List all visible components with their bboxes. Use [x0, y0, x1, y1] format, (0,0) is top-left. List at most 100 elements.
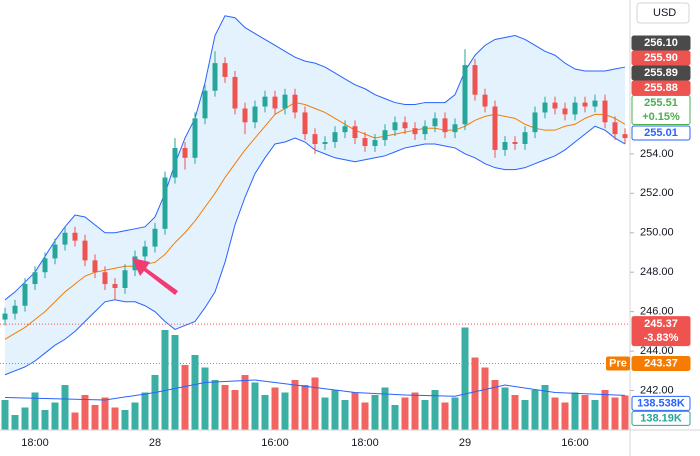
candle-body — [152, 228, 158, 247]
candle-body — [72, 232, 78, 241]
volume-bar — [371, 395, 379, 430]
candle-body — [102, 272, 108, 285]
volume-bar — [211, 380, 219, 430]
candle-body — [32, 272, 38, 285]
currency-button[interactable] — [636, 2, 690, 24]
currency: USD — [653, 7, 676, 19]
candle-body — [352, 126, 358, 139]
band-middle — [4, 102, 626, 340]
volume-badge — [631, 410, 691, 426]
candle-body — [92, 260, 98, 273]
volume-bar — [231, 390, 239, 430]
volume-bar — [51, 402, 59, 430]
volume-bar — [221, 385, 229, 430]
volume-bar — [331, 390, 339, 430]
candle-body — [412, 128, 418, 135]
candle-body — [362, 138, 368, 146]
volume-bar — [391, 405, 399, 430]
volume-bar — [281, 392, 289, 430]
volume-bar — [181, 365, 189, 430]
volume-bar — [291, 380, 299, 430]
candle-body — [602, 100, 608, 123]
candle-body — [572, 102, 578, 115]
volume-bar — [431, 390, 439, 430]
volume-bar — [511, 395, 519, 430]
candle-body — [492, 106, 498, 150]
candle-body — [232, 76, 238, 109]
volume-bar — [541, 385, 549, 430]
volume-bar — [621, 395, 629, 430]
volume-bar — [191, 355, 199, 430]
candle-body — [452, 124, 458, 133]
candle-body — [592, 100, 598, 107]
candle-body — [372, 140, 378, 146]
candle-body — [322, 142, 328, 144]
candle-body — [112, 284, 118, 288]
volume-bar — [271, 387, 279, 430]
candle-body — [122, 270, 128, 288]
premarket-badge — [631, 356, 691, 372]
session-label: 245.37 — [644, 318, 678, 330]
volume-bar — [561, 402, 569, 430]
band-upper — [4, 15, 626, 301]
volume-bar — [111, 407, 119, 430]
volume-bar — [91, 405, 99, 430]
candle-body — [442, 118, 448, 133]
volume-bar — [311, 377, 319, 430]
candle-body — [402, 122, 408, 129]
volume-bar — [571, 392, 579, 430]
candle-body — [502, 142, 508, 150]
volume-bar — [601, 390, 609, 430]
candle-body — [472, 65, 478, 95]
candle-body — [142, 246, 148, 257]
x-tick-label: 18:00 — [351, 437, 379, 449]
volume-bar — [501, 387, 509, 430]
candle-body — [382, 130, 388, 141]
volume-label: 138.538K — [637, 397, 685, 409]
price-label: 255.90 — [644, 52, 678, 64]
volume-bar — [61, 385, 69, 430]
plot-area — [0, 15, 630, 430]
x-tick-label: 16:00 — [261, 437, 289, 449]
volume-bar — [341, 400, 349, 430]
volume-bar — [441, 402, 449, 430]
candle-body — [242, 108, 248, 123]
volume-label: 138.19K — [640, 412, 682, 424]
volume-bar — [521, 400, 529, 430]
x-tick-label: 28 — [149, 437, 161, 449]
volume-bar — [531, 390, 539, 430]
candle-body — [262, 96, 268, 107]
candle-body — [622, 134, 628, 139]
candle-body — [292, 94, 298, 113]
candle-body — [172, 147, 178, 178]
volume-bar — [101, 397, 109, 430]
candle-body — [392, 122, 398, 131]
y-tick-label: 244.00 — [640, 345, 674, 357]
candle-body — [2, 313, 8, 320]
volume-bar — [141, 392, 149, 430]
candle-body — [182, 147, 188, 158]
candle-body — [302, 112, 308, 135]
candle-body — [162, 177, 168, 229]
band-fill — [5, 15, 625, 375]
volume-bar — [581, 395, 589, 430]
volume-bar — [301, 385, 309, 430]
volume-bar — [591, 400, 599, 430]
candle-body — [532, 112, 538, 133]
candle-body — [482, 94, 488, 107]
candle-body — [272, 96, 278, 109]
volume-bar — [71, 412, 79, 430]
volume-bar — [151, 375, 159, 430]
candle-body — [552, 102, 558, 109]
axis-layer: 242.00 244.00 246.00 248.00 250.00 252.00 254.… — [21, 35, 691, 449]
volume-bar — [161, 330, 169, 430]
candle-body — [332, 132, 338, 143]
volume-bar — [11, 415, 19, 430]
candle-body — [192, 118, 198, 158]
price-badge — [631, 65, 691, 81]
volume-bar — [81, 395, 89, 430]
volume-bar — [1, 400, 9, 430]
candle-body — [22, 284, 28, 306]
